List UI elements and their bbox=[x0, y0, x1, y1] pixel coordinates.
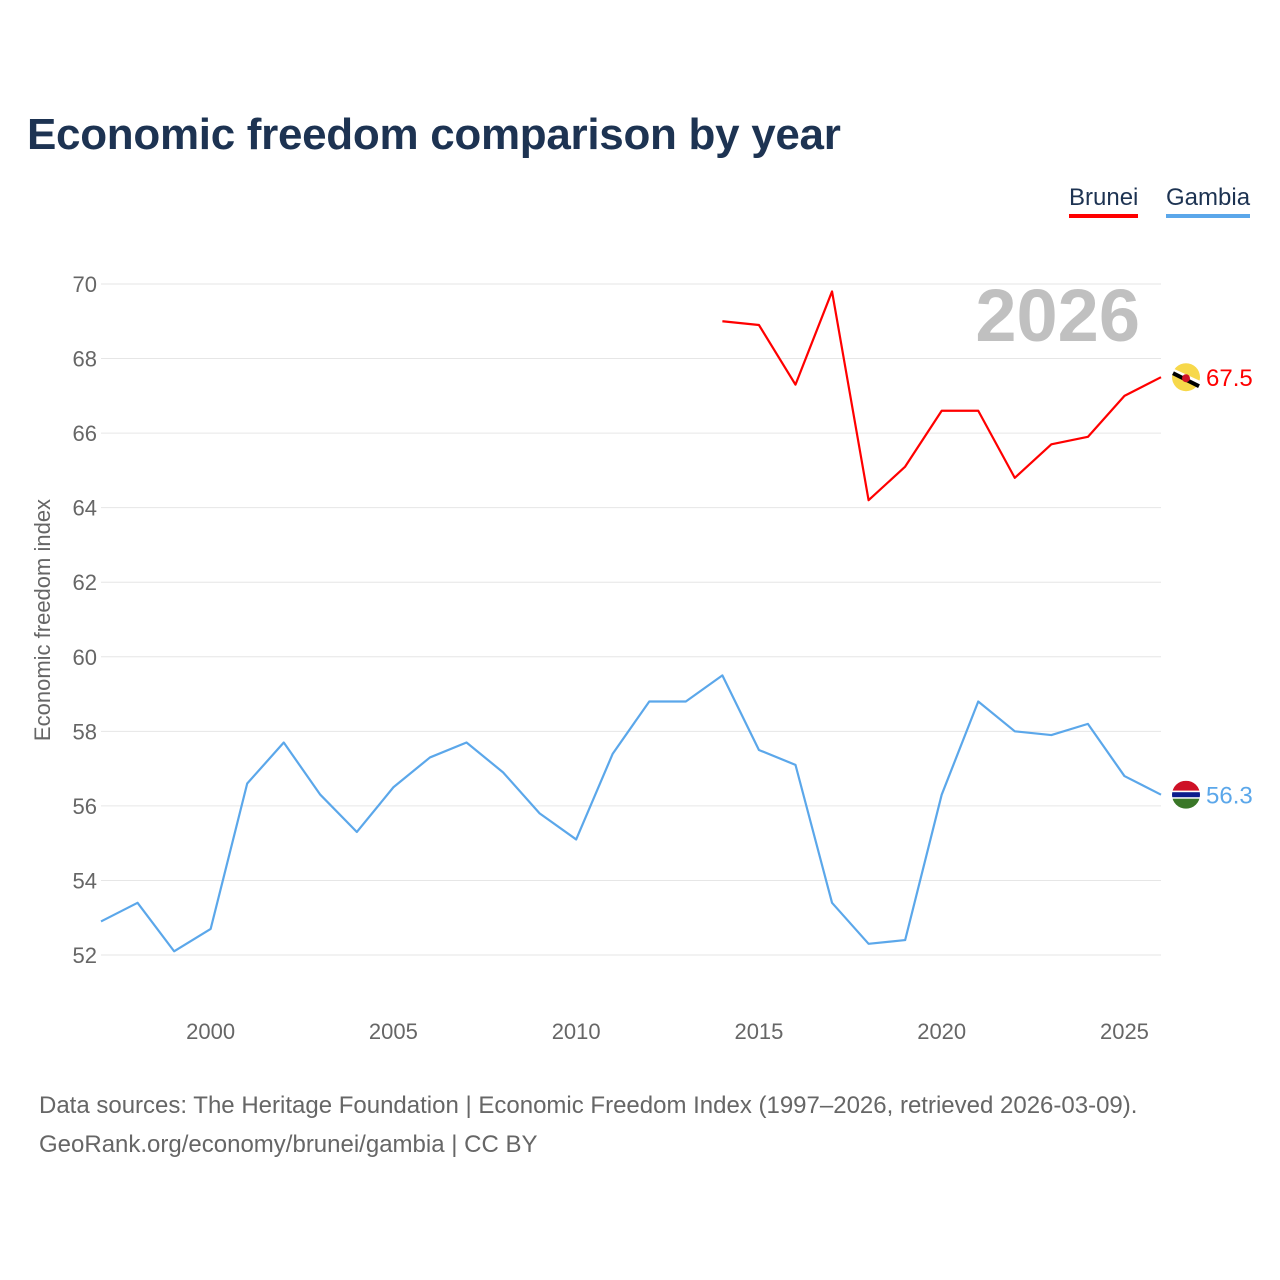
x-tick-label: 2000 bbox=[186, 1019, 235, 1044]
footer-link[interactable]: GeoRank.org/economy/brunei/gambia | CC B… bbox=[39, 1131, 538, 1158]
x-tick-label: 2010 bbox=[552, 1019, 601, 1044]
x-tick-label: 2020 bbox=[917, 1019, 966, 1044]
x-tick-label: 2025 bbox=[1100, 1019, 1149, 1044]
x-tick-label: 2015 bbox=[734, 1019, 783, 1044]
flag-brunei-icon bbox=[1171, 363, 1201, 392]
flag-gambia-icon bbox=[1172, 780, 1200, 809]
end-label-gambia: 56.3 bbox=[1206, 783, 1253, 810]
x-tick-label: 2005 bbox=[369, 1019, 418, 1044]
series-line-gambia bbox=[100, 674, 1162, 953]
y-tick-label: 58 bbox=[73, 719, 97, 744]
y-axis-label: Economic freedom index bbox=[30, 499, 55, 741]
y-tick-label: 56 bbox=[73, 794, 97, 819]
y-tick-label: 68 bbox=[73, 347, 97, 372]
footer-source: Data sources: The Heritage Foundation | … bbox=[39, 1092, 1138, 1119]
y-tick-label: 52 bbox=[73, 943, 97, 968]
year-watermark: 2026 bbox=[975, 274, 1140, 357]
legend-brunei[interactable]: Brunei bbox=[1069, 184, 1139, 218]
grid: 52 54 56 58 60 62 64 66 68 70 2000 2005 2010 2015 2020… bbox=[73, 272, 1161, 1044]
y-tick-label: 66 bbox=[73, 421, 97, 446]
y-tick-label: 54 bbox=[73, 868, 97, 893]
y-tick-label: 70 bbox=[73, 272, 97, 297]
y-tick-label: 62 bbox=[73, 570, 97, 595]
end-label-brunei: 67.5 bbox=[1206, 365, 1253, 392]
chart-title: Economic freedom comparison by year bbox=[27, 110, 841, 159]
legend-gambia[interactable]: Gambia bbox=[1166, 184, 1251, 218]
y-tick-label: 60 bbox=[73, 645, 97, 670]
footer: Data sources: The Heritage Foundation | … bbox=[39, 1086, 1137, 1164]
y-tick-label: 64 bbox=[73, 496, 97, 521]
series-line-brunei bbox=[722, 290, 1162, 502]
